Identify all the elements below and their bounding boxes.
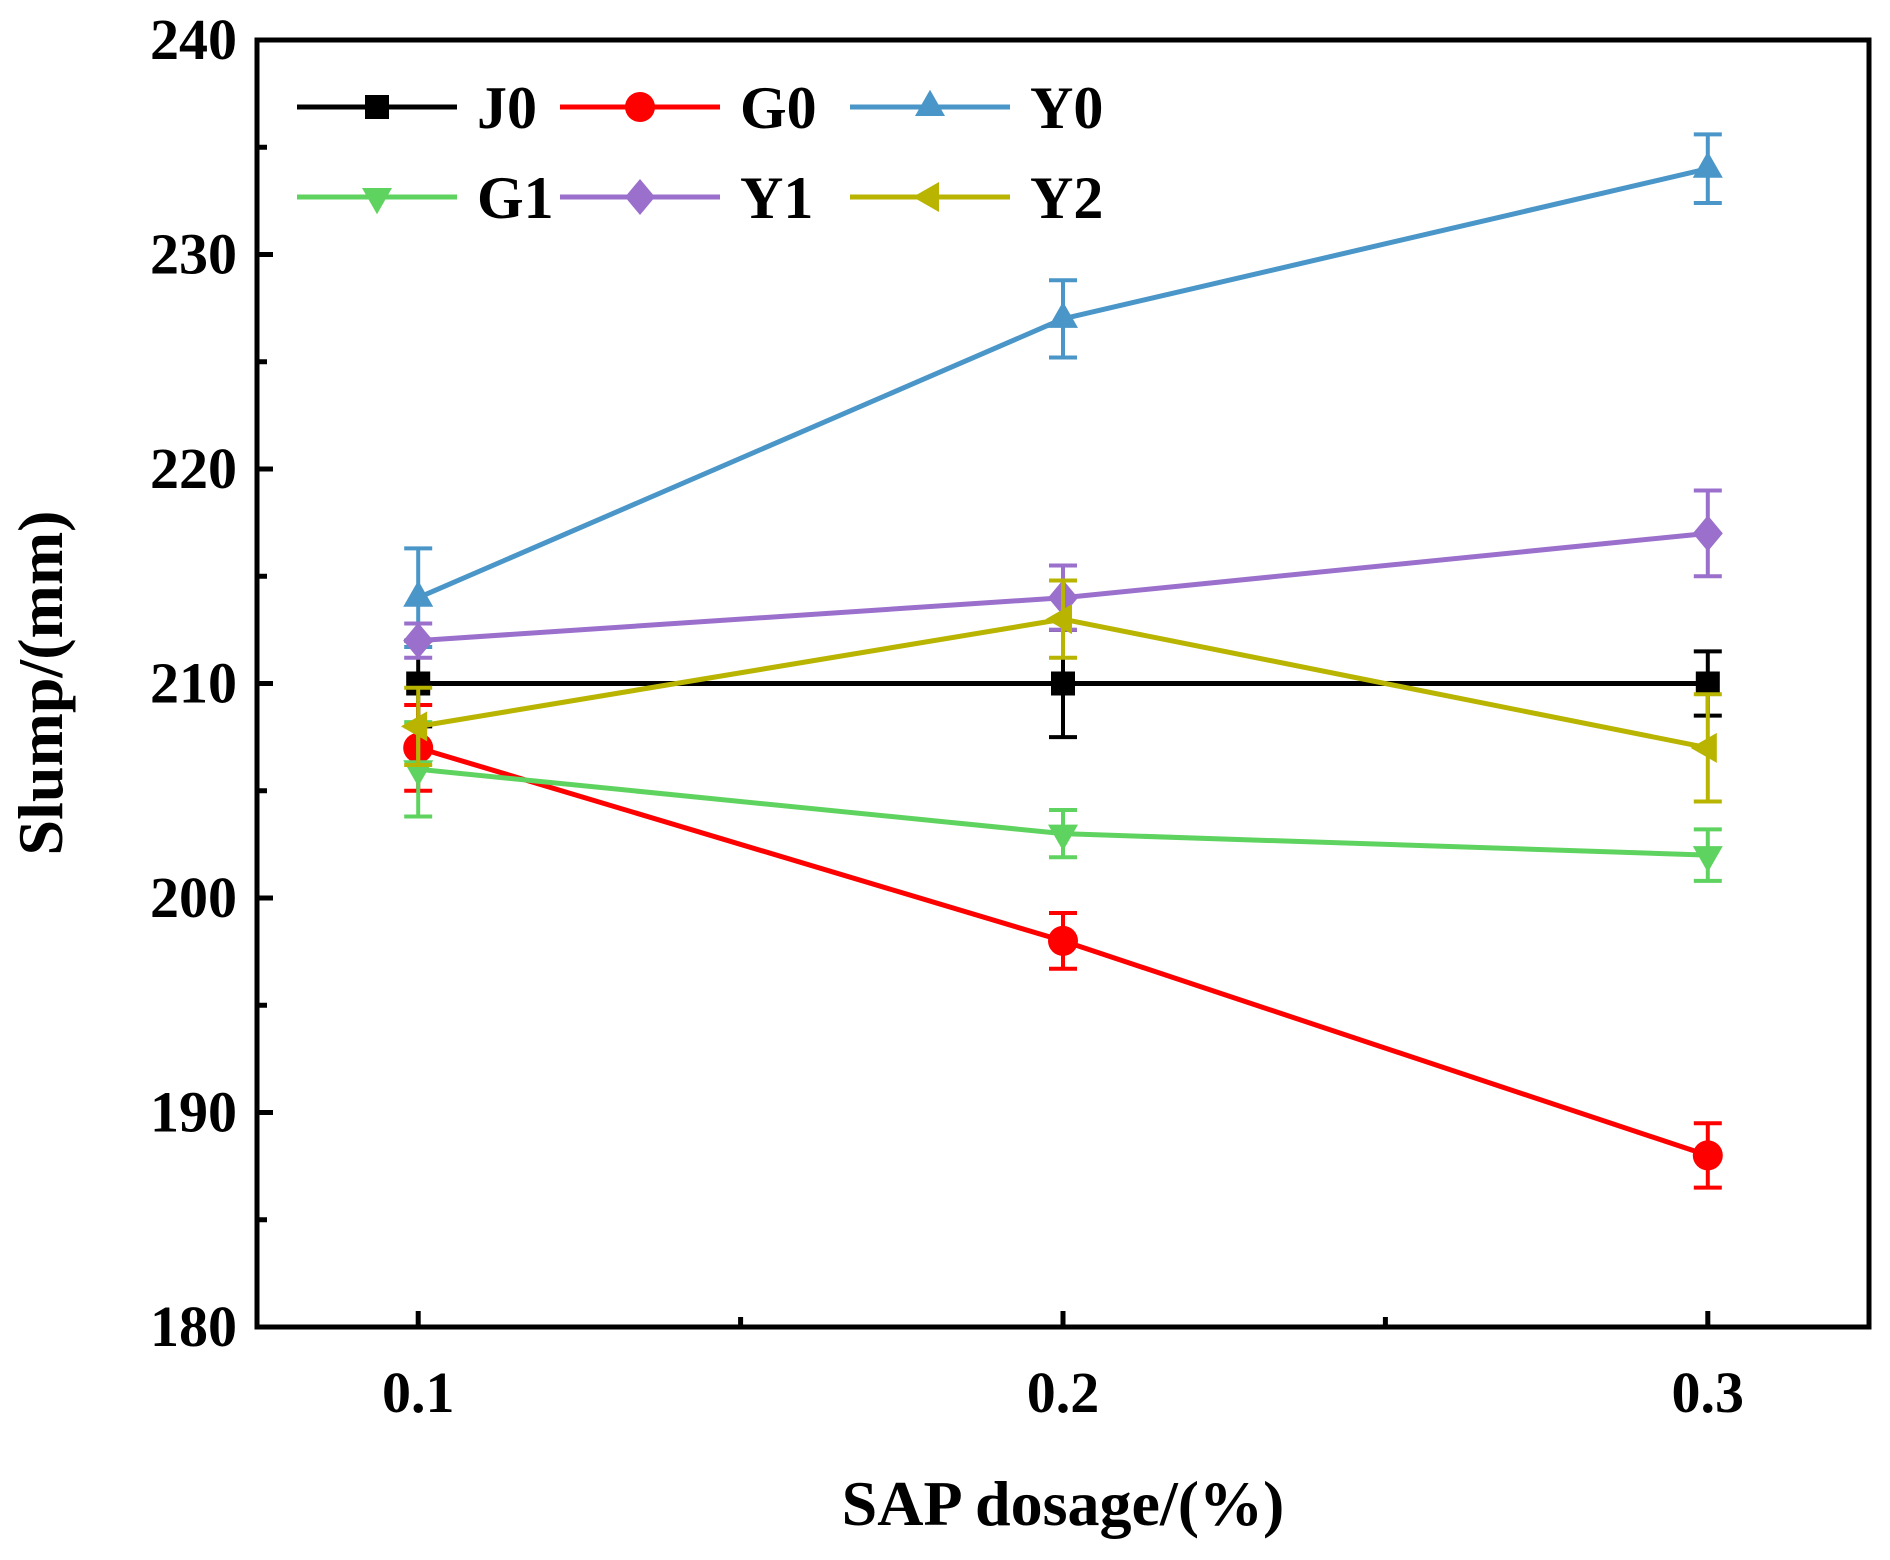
legend-label: Y2 [1030,165,1103,231]
legend-marker [625,179,655,215]
y-tick-label: 180 [150,1294,237,1359]
legend-item-y2: Y2 [850,165,1103,231]
legend-marker [365,95,389,119]
y-axis-title: Slump/(mm) [5,511,76,856]
legend-label: G1 [477,165,554,231]
data-point-j0 [1051,671,1075,696]
data-point-y0 [1048,301,1078,328]
data-point-y2 [1690,732,1717,763]
legend-item-j0: J0 [297,75,537,141]
legend: J0 G0 Y0 G1 Y1 Y2 [297,75,1103,231]
legend-item-y0: Y0 [850,75,1103,141]
x-axis-title: SAP dosage/(%) [842,1468,1285,1539]
y-tick-label: 200 [150,865,237,930]
legend-item-g1: G1 [297,165,554,231]
y-tick-label: 220 [150,436,237,501]
data-point-y1 [403,622,434,659]
legend-label: J0 [477,75,537,141]
plot-frame [254,37,1872,1330]
series-y2 [400,578,1722,804]
data-point-g1 [1048,824,1078,851]
data-point-y0 [403,580,434,607]
y-tick-label: 190 [150,1080,237,1145]
data-point-y0 [1692,151,1723,178]
legend-marker [915,89,945,116]
data-point-y1 [1692,515,1723,552]
series-g1 [403,720,1723,883]
legend-item-g0: G0 [560,75,817,141]
data-point-g0 [1048,925,1078,956]
data-point-g0 [1692,1140,1723,1171]
data-point-g1 [1692,846,1723,873]
legend-marker [625,92,655,122]
legend-label: Y1 [740,165,813,231]
y-tick-label: 210 [150,651,237,716]
legend-marker [362,188,392,215]
y-tick-label: 240 [150,7,237,72]
legend-item-y1: Y1 [560,165,813,231]
x-tick-label: 0.3 [1672,1360,1745,1425]
data-point-y2 [1045,604,1072,635]
x-tick-label: 0.1 [382,1360,455,1425]
legend-label: G0 [740,75,817,141]
labels-layer: 180 190 200 210 220 230 240 0.1 0.2 0.3 [150,7,1744,1425]
legend-marker [912,182,939,212]
legend-label: Y0 [1030,75,1103,141]
data-point-y2 [400,711,428,742]
series-layer [400,132,1723,1190]
x-tick-label: 0.2 [1027,1360,1100,1425]
data-point-j0 [1695,671,1720,696]
y-tick-label: 230 [150,222,237,287]
